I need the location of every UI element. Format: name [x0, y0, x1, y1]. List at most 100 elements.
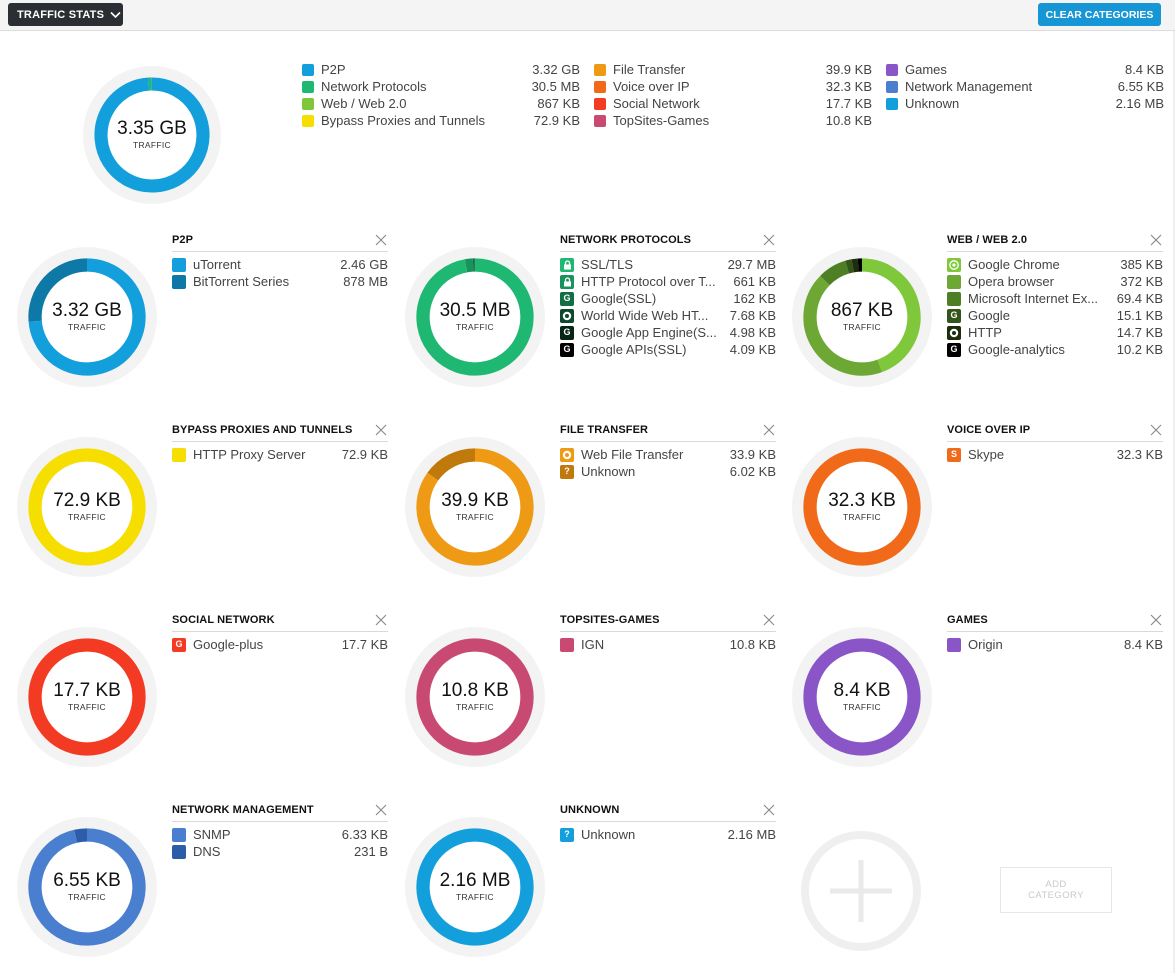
- category-app-row[interactable]: IGN 10.8 KB: [560, 636, 776, 653]
- add-category-circle[interactable]: [800, 830, 922, 952]
- category-donut-svg: [792, 247, 932, 387]
- category-app-row[interactable]: G Google App Engine(S... 4.98 KB: [560, 324, 776, 341]
- category-title: VOICE OVER IP: [947, 424, 1031, 436]
- close-icon[interactable]: [763, 614, 775, 626]
- close-icon[interactable]: [763, 234, 775, 246]
- traffic-stats-dropdown[interactable]: TRAFFIC STATS: [8, 3, 123, 26]
- category-app-row[interactable]: G Google APIs(SSL) 4.09 KB: [560, 341, 776, 358]
- summary-donut-chart: 3.35 GB TRAFFIC: [83, 66, 221, 204]
- donut-segment: [416, 258, 534, 376]
- app-traffic-value: 69.4 KB: [1116, 291, 1163, 306]
- close-icon[interactable]: [1150, 614, 1162, 626]
- category-donut-svg: [405, 247, 545, 387]
- summary-legend-item[interactable]: Network Protocols 30.5 MB: [302, 78, 580, 95]
- category-donut-svg: [792, 627, 932, 767]
- category-app-row[interactable]: G Google-plus 17.7 KB: [172, 636, 388, 653]
- category-total-label: TRAFFIC: [456, 511, 494, 522]
- close-icon[interactable]: [375, 804, 387, 816]
- category-panel: WEB / WEB 2.0 Google Chrome 385 KB Opera br…: [947, 232, 1163, 358]
- category-app-row[interactable]: uTorrent 2.46 GB: [172, 256, 388, 273]
- category-app-list: HTTP Proxy Server 72.9 KB: [172, 446, 388, 463]
- legend-category-value: 10.8 KB: [825, 113, 872, 128]
- summary-legend-item[interactable]: File Transfer 39.9 KB: [594, 61, 872, 78]
- legend-category-name: Social Network: [613, 96, 700, 111]
- category-color-swatch: [947, 291, 961, 306]
- legend-swatch: [886, 63, 898, 76]
- category-app-row[interactable]: HTTP Protocol over T... 661 KB: [560, 273, 776, 290]
- close-icon[interactable]: [763, 424, 775, 436]
- summary-legend-item[interactable]: Games 8.4 KB: [886, 61, 1164, 78]
- close-icon[interactable]: [375, 234, 387, 246]
- category-app-row[interactable]: Opera browser 372 KB: [947, 273, 1163, 290]
- category-app-list: SSL/TLS 29.7 MB HTTP Protocol over T... 661…: [560, 256, 776, 358]
- summary-legend-item[interactable]: Unknown 2.16 MB: [886, 95, 1164, 112]
- category-app-row[interactable]: G Google 15.1 KB: [947, 307, 1163, 324]
- clear-categories-button[interactable]: CLEAR CATEGORIES: [1038, 3, 1161, 26]
- category-total-value: 72.9 KB: [53, 489, 121, 511]
- donut-segment: [74, 828, 88, 843]
- category-app-row[interactable]: SSL/TLS 29.7 MB: [560, 256, 776, 273]
- category-total-label: TRAFFIC: [456, 701, 494, 712]
- category-app-row[interactable]: SNMP 6.33 KB: [172, 826, 388, 843]
- summary-total-value: 3.35 GB: [117, 117, 187, 139]
- legend-category-name: Unknown: [905, 96, 960, 111]
- app-name: IGN: [581, 637, 605, 652]
- category-app-row[interactable]: HTTP Proxy Server 72.9 KB: [172, 446, 388, 463]
- scrollbar[interactable]: [1173, 31, 1175, 973]
- app-traffic-value: 33.9 KB: [729, 447, 776, 462]
- app-traffic-value: 385 KB: [1120, 257, 1163, 272]
- category-app-row[interactable]: World Wide Web HT... 7.68 KB: [560, 307, 776, 324]
- google-icon: G: [947, 342, 961, 357]
- close-icon[interactable]: [1150, 234, 1162, 246]
- category-app-row[interactable]: ? Unknown 6.02 KB: [560, 463, 776, 480]
- app-name: uTorrent: [193, 257, 241, 272]
- close-icon[interactable]: [763, 804, 775, 816]
- donut-track: [17, 627, 157, 767]
- category-color-swatch: [172, 257, 186, 272]
- category-app-row[interactable]: G Google(SSL) 162 KB: [560, 290, 776, 307]
- legend-category-value: 3.32 GB: [532, 62, 580, 77]
- category-app-row[interactable]: G Google-analytics 10.2 KB: [947, 341, 1163, 358]
- app-traffic-value: 72.9 KB: [341, 447, 388, 462]
- app-traffic-value: 6.33 KB: [341, 827, 388, 842]
- app-traffic-value: 231 B: [354, 844, 388, 859]
- category-app-row[interactable]: S Skype 32.3 KB: [947, 446, 1163, 463]
- category-donut-center: 867 KB TRAFFIC: [792, 247, 932, 387]
- summary-legend-item[interactable]: TopSites-Games 10.8 KB: [594, 112, 872, 129]
- category-total-value: 2.16 MB: [439, 869, 511, 891]
- donut-segment: [803, 638, 921, 756]
- category-app-list: IGN 10.8 KB: [560, 636, 776, 653]
- category-app-row[interactable]: Origin 8.4 KB: [947, 636, 1163, 653]
- donut-segment: [28, 448, 146, 566]
- donut-segment: [416, 638, 534, 756]
- add-category-button[interactable]: ADD CATEGORY: [1000, 867, 1112, 913]
- category-app-row[interactable]: HTTP 14.7 KB: [947, 324, 1163, 341]
- close-icon[interactable]: [375, 424, 387, 436]
- category-donut-chart: 8.4 KB TRAFFIC: [792, 627, 932, 767]
- app-traffic-value: 17.7 KB: [341, 637, 388, 652]
- close-icon[interactable]: [1150, 424, 1162, 436]
- close-icon[interactable]: [375, 614, 387, 626]
- category-app-row[interactable]: DNS 231 B: [172, 843, 388, 860]
- category-donut-center: 30.5 MB TRAFFIC: [405, 247, 545, 387]
- summary-legend-item[interactable]: Bypass Proxies and Tunnels 72.9 KB: [302, 112, 580, 129]
- summary-legend-item[interactable]: P2P 3.32 GB: [302, 61, 580, 78]
- category-title: UNKNOWN: [560, 804, 620, 816]
- app-name: Microsoft Internet Ex...: [968, 291, 1099, 306]
- summary-legend-item[interactable]: Web / Web 2.0 867 KB: [302, 95, 580, 112]
- category-app-row[interactable]: Google Chrome 385 KB: [947, 256, 1163, 273]
- summary-legend-item[interactable]: Social Network 17.7 KB: [594, 95, 872, 112]
- summary-legend-item[interactable]: Network Management 6.55 KB: [886, 78, 1164, 95]
- category-app-row[interactable]: Microsoft Internet Ex... 69.4 KB: [947, 290, 1163, 307]
- category-app-row[interactable]: ? Unknown 2.16 MB: [560, 826, 776, 843]
- app-name: Skype: [968, 447, 1005, 462]
- summary-legend-item[interactable]: Voice over IP 32.3 KB: [594, 78, 872, 95]
- category-total-label: TRAFFIC: [843, 511, 881, 522]
- category-app-row[interactable]: Web File Transfer 33.9 KB: [560, 446, 776, 463]
- app-traffic-value: 8.4 KB: [1123, 637, 1163, 652]
- donut-segment: [28, 828, 146, 946]
- donut-segment: [427, 448, 476, 481]
- category-app-row[interactable]: BitTorrent Series 878 MB: [172, 273, 388, 290]
- legend-category-name: File Transfer: [613, 62, 686, 77]
- category-color-swatch: [172, 447, 186, 462]
